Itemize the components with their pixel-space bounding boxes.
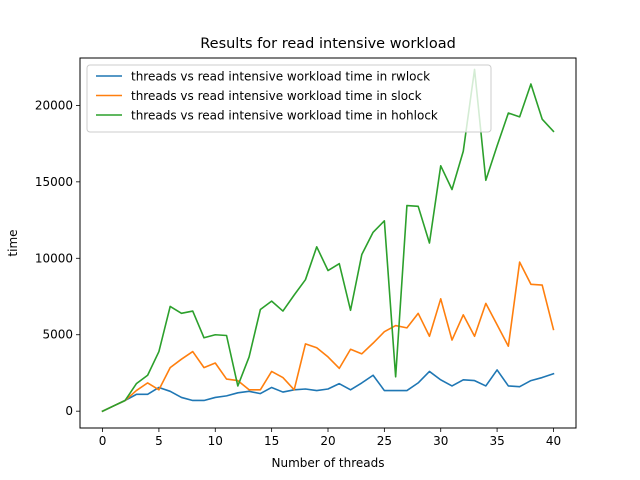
chart-title: Results for read intensive workload — [200, 36, 456, 52]
x-tick-label: 35 — [489, 434, 504, 448]
y-tick-label: 15000 — [35, 175, 73, 189]
y-tick-label: 0 — [65, 404, 73, 418]
x-tick-label: 20 — [320, 434, 335, 448]
x-tick-label: 0 — [99, 434, 107, 448]
y-tick-label: 10000 — [35, 251, 73, 265]
x-tick-label: 5 — [155, 434, 163, 448]
y-tick-label: 5000 — [42, 328, 73, 342]
legend-box — [86, 64, 492, 133]
legend-label-3: threads vs read intensive workload time … — [131, 109, 438, 123]
x-tick-label: 25 — [377, 434, 392, 448]
y-axis: 0 5000 10000 15000 20000 — [35, 98, 80, 418]
y-axis-label: time — [6, 229, 20, 256]
x-tick-label: 15 — [264, 434, 279, 448]
x-tick-label: 10 — [208, 434, 223, 448]
x-tick-label: 40 — [546, 434, 561, 448]
legend: threads vs read intensive workload time … — [86, 64, 492, 133]
x-axis-label: Number of threads — [272, 456, 385, 470]
x-tick-label: 30 — [433, 434, 448, 448]
y-tick-label: 20000 — [35, 98, 73, 112]
series-line-1 — [101, 369, 555, 413]
legend-label-2: threads vs read intensive workload time … — [131, 89, 422, 103]
legend-label-1: threads vs read intensive workload time … — [131, 70, 430, 84]
x-axis: 0 5 10 15 20 25 30 35 40 — [99, 428, 561, 448]
series-line-2 — [101, 261, 555, 413]
